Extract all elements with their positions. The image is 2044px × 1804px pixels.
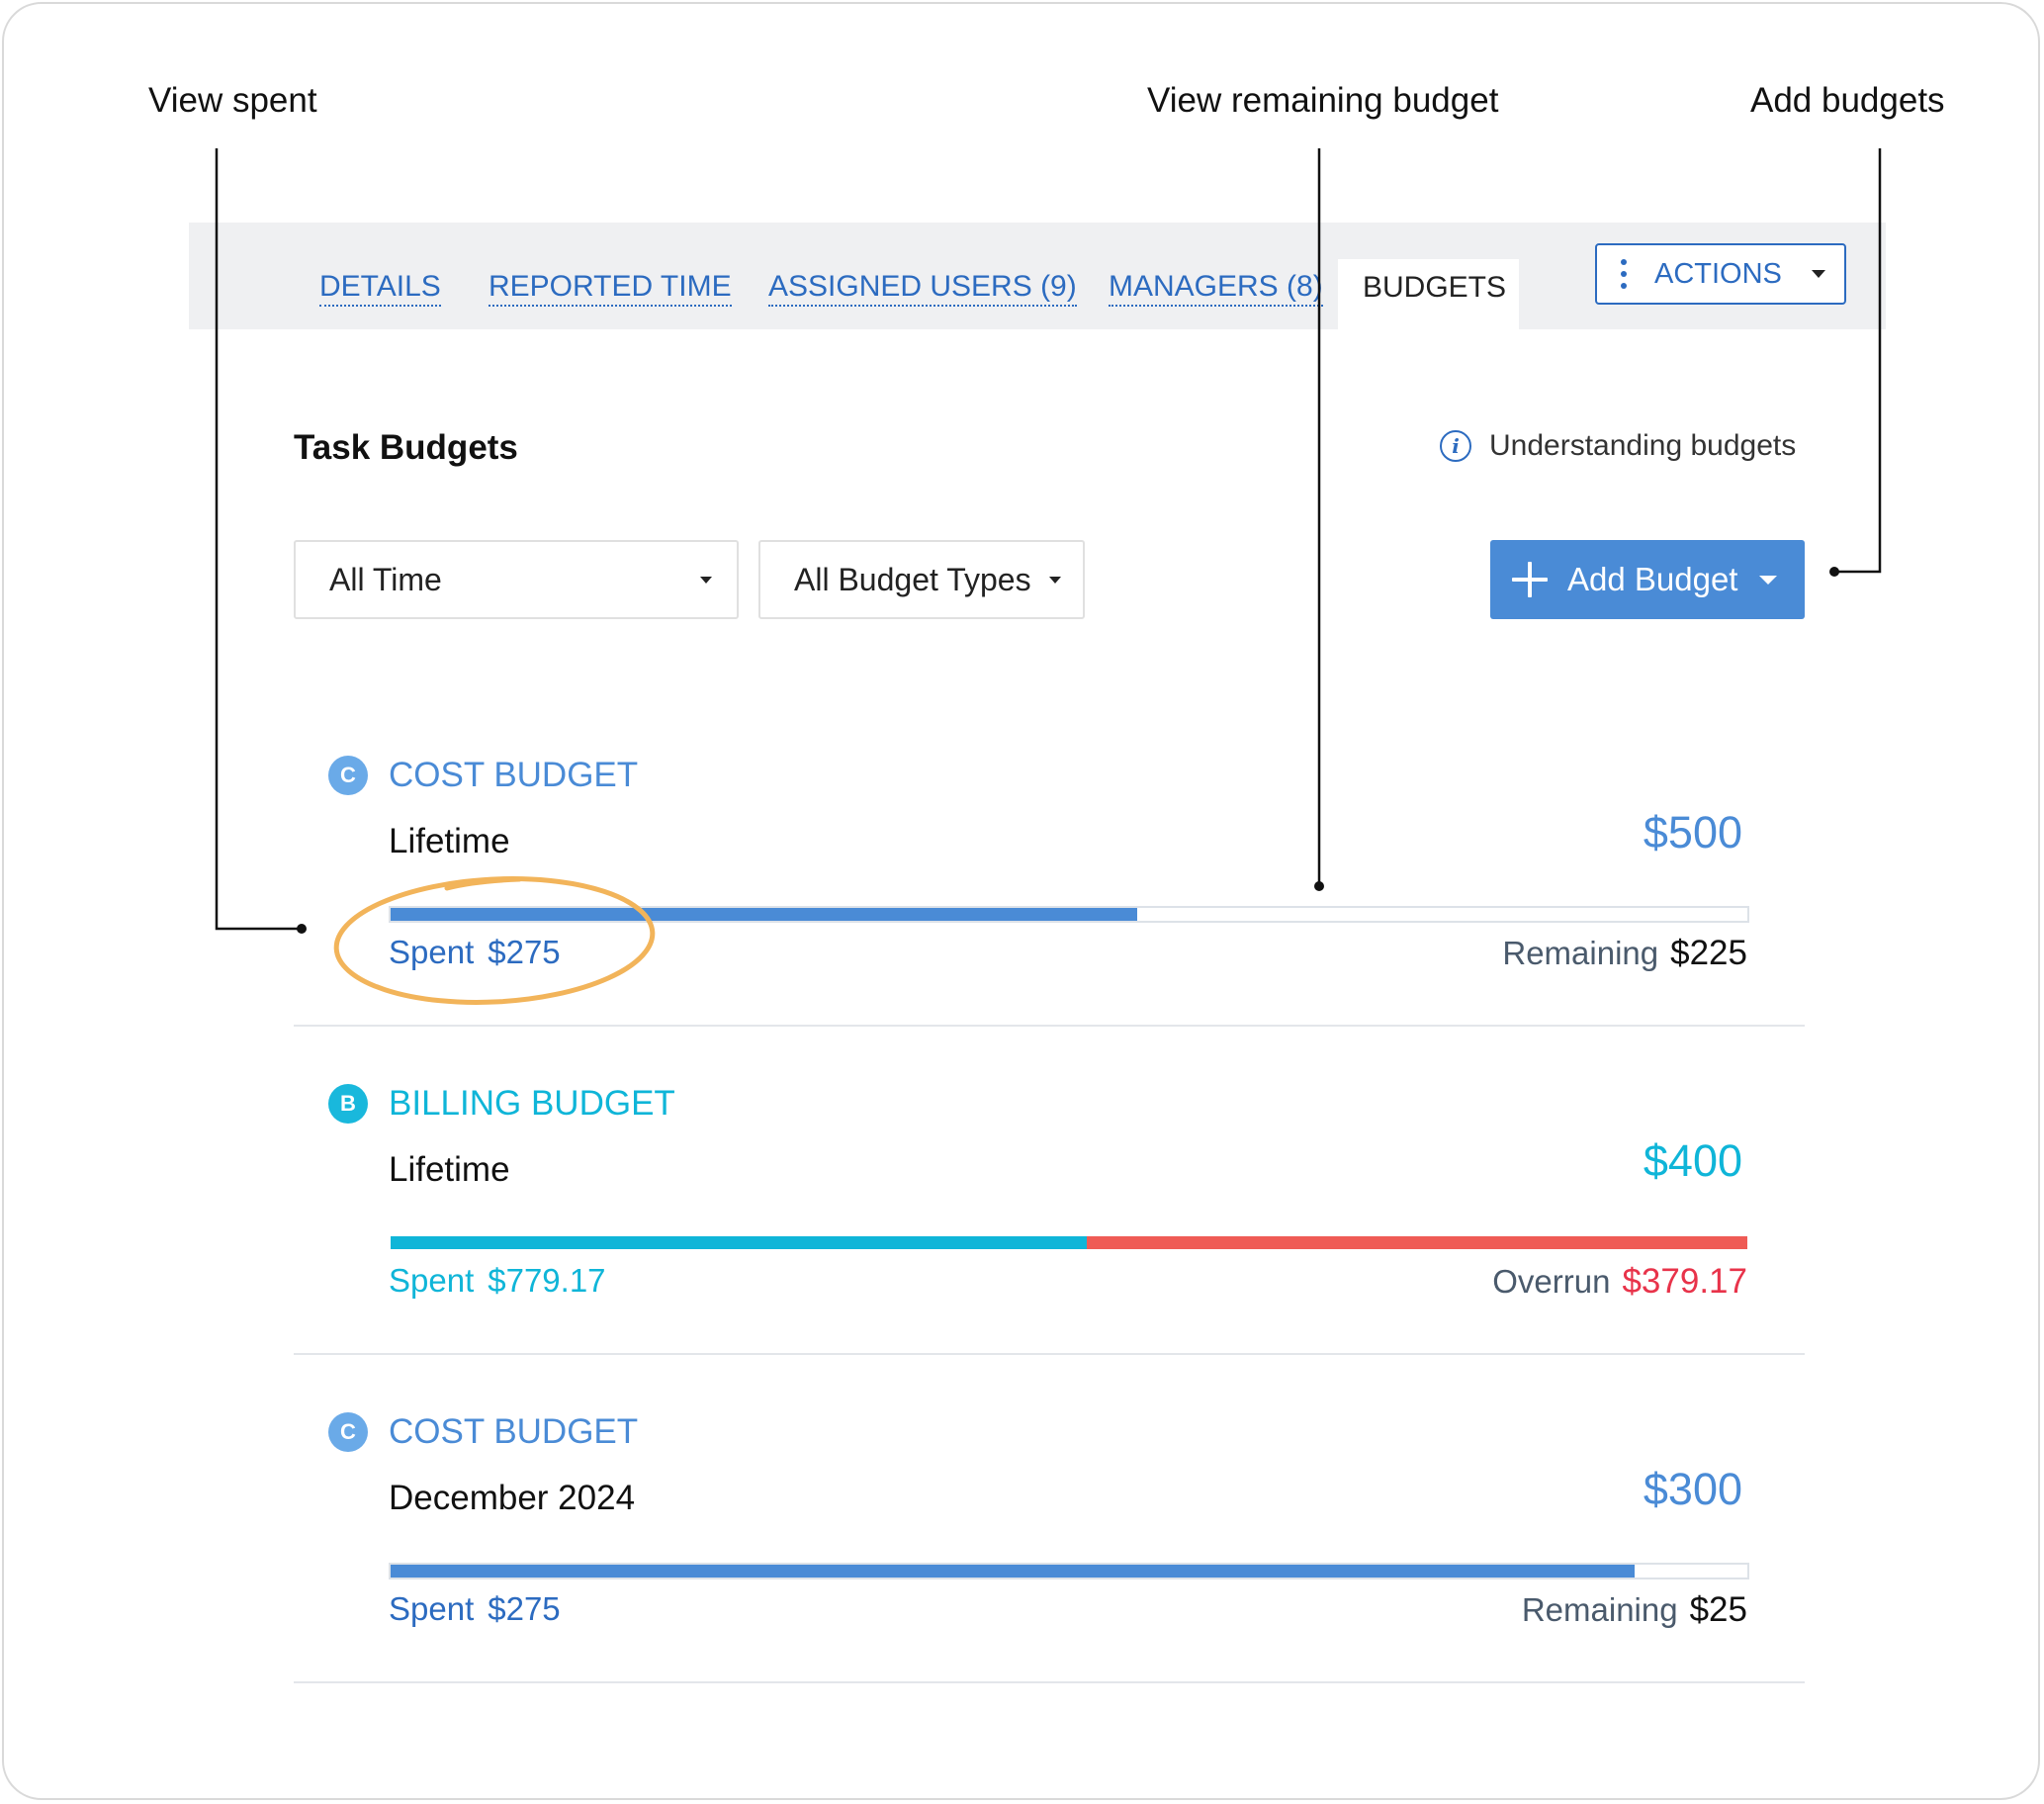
budget-amount: $400 [1643,1135,1742,1186]
spent-fill [391,1565,1636,1578]
budget-card-2: B BILLING BUDGET Lifetime $400 Spent $779… [294,1027,1805,1355]
add-budget-label: Add Budget [1567,561,1738,597]
info-icon: i [1440,430,1471,462]
callout-view-remaining: View remaining budget [1147,81,1499,120]
remaining-value: $25 [1689,1590,1747,1629]
help-link-label: Understanding budgets [1489,429,1797,462]
budget-progress-bar [389,1234,1749,1251]
budget-amount: $300 [1643,1464,1742,1514]
actions-button[interactable]: ACTIONS [1595,243,1846,305]
caret-down-icon [700,576,712,584]
budget-type-filter-value: All Budget Types [794,561,1031,597]
budget-card-3: C COST BUDGET December 2024 $300 Spent $2… [294,1355,1805,1683]
spent-value: $275 [488,1590,561,1627]
spent-amount: Spent $275 [389,934,561,971]
tab-details[interactable]: DETAILS [319,269,441,307]
spent-amount: Spent $779.17 [389,1262,606,1300]
budget-type-label: BILLING BUDGET [389,1084,675,1123]
add-budget-button[interactable]: Add Budget [1490,540,1805,619]
overrun-fill [1086,1236,1747,1249]
time-filter-select[interactable]: All Time [294,540,739,619]
tab-assigned-users[interactable]: ASSIGNED USERS (9) [768,269,1077,307]
callout-add-budgets: Add budgets [1750,81,1945,120]
budget-type-label: COST BUDGET [389,756,639,794]
remaining-value: $225 [1670,934,1747,972]
overrun-value: $379.17 [1622,1262,1747,1301]
budget-progress-bar [389,1563,1749,1579]
budget-period: December 2024 [389,1479,636,1517]
tab-budgets[interactable]: BUDGETS [1338,259,1519,330]
spent-value: $779.17 [488,1262,606,1299]
budget-type-filter-select[interactable]: All Budget Types [758,540,1085,619]
callout-view-spent: View spent [148,81,317,120]
overrun-label: Overrun [1492,1263,1611,1300]
caret-down-icon [1811,270,1825,278]
budget-progress-bar [389,906,1749,923]
budget-period: Lifetime [389,822,510,860]
caret-down-icon [1759,575,1778,585]
budget-period: Lifetime [389,1150,510,1189]
time-filter-value: All Time [329,561,442,597]
kebab-icon [1621,259,1627,289]
spent-label: Spent [389,1262,475,1299]
remaining-amount: Remaining $25 [1522,1590,1747,1630]
actions-label: ACTIONS [1654,257,1782,290]
page-title: Task Budgets [294,428,518,467]
tab-managers[interactable]: MANAGERS (8) [1109,269,1323,307]
spent-label: Spent [389,934,475,970]
remaining-amount: Remaining $225 [1502,934,1747,973]
billing-badge-icon: B [328,1084,368,1124]
overrun-amount: Overrun $379.17 [1492,1262,1747,1302]
budget-amount: $500 [1643,807,1742,857]
understanding-budgets-link[interactable]: i Understanding budgets [1440,429,1796,463]
remaining-label: Remaining [1521,1591,1678,1628]
spent-amount: Spent $275 [389,1590,561,1628]
spent-value: $275 [488,934,561,970]
tab-reported-time[interactable]: REPORTED TIME [489,269,732,307]
spent-label: Spent [389,1590,475,1627]
budget-card-1: C COST BUDGET Lifetime $500 Spent $275 Re… [294,698,1805,1027]
caret-down-icon [1048,576,1061,584]
spent-fill [391,908,1137,921]
spent-fill [391,1236,1087,1249]
budget-type-label: COST BUDGET [389,1412,639,1451]
cost-badge-icon: C [328,1412,368,1452]
cost-badge-icon: C [328,756,368,795]
plus-icon [1512,562,1548,597]
remaining-label: Remaining [1502,935,1659,971]
